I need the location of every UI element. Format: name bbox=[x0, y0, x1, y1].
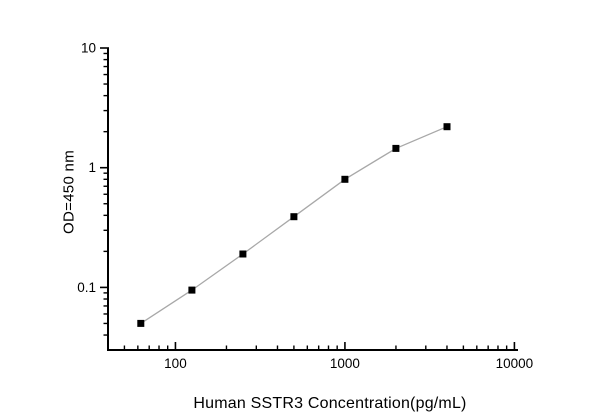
x-tick-label: 1000 bbox=[330, 356, 360, 371]
data-point-marker bbox=[137, 319, 145, 327]
data-point-marker bbox=[239, 250, 247, 258]
data-point-marker bbox=[392, 144, 400, 152]
y-tick-label: 1 bbox=[88, 160, 96, 175]
y-axis-title: OD=450 nm bbox=[60, 150, 78, 234]
data-point-marker bbox=[341, 175, 349, 183]
data-point-marker bbox=[188, 286, 196, 294]
y-tick-label: 0.1 bbox=[77, 280, 96, 295]
x-tick-label: 10000 bbox=[496, 356, 534, 371]
y-tick-label: 10 bbox=[81, 41, 96, 56]
x-tick-label: 100 bbox=[164, 356, 187, 371]
data-point-marker bbox=[443, 123, 451, 131]
data-point-marker bbox=[290, 213, 298, 221]
x-axis-title: Human SSTR3 Concentration(pg/mL) bbox=[193, 395, 467, 412]
curve-line bbox=[140, 126, 448, 324]
